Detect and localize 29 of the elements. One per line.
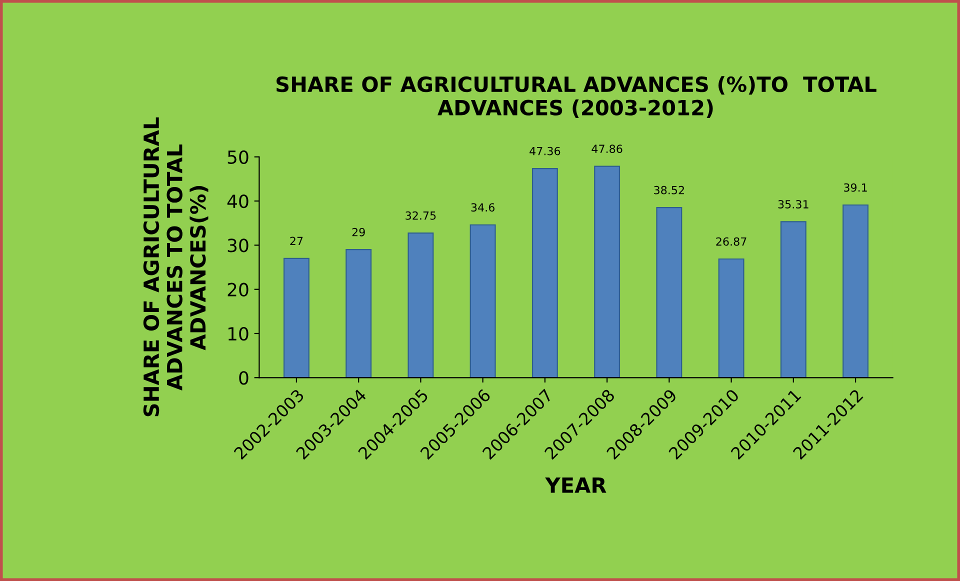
- bar: [470, 224, 496, 378]
- bar: [656, 207, 682, 378]
- data-label: 29: [352, 228, 365, 236]
- data-label: 27: [290, 236, 303, 246]
- data-label: 35.31: [778, 200, 808, 208]
- y-tick-label: 20: [228, 282, 248, 296]
- y-tick-label: 30: [228, 238, 248, 252]
- bar: [283, 258, 310, 378]
- data-label: 47.86: [592, 144, 622, 154]
- data-label: 39.1: [844, 183, 867, 192]
- y-tick-label: 10: [228, 326, 248, 341]
- data-label: 32.75: [406, 211, 436, 220]
- data-label: 38.52: [654, 186, 684, 194]
- x-axis-title: YEAR: [545, 478, 606, 493]
- y-axis-title: SHARE OF AGRICULTURAL ADVANCES TO TOTAL ADVANCES(%): [143, 117, 208, 416]
- data-label: 47.36: [530, 146, 560, 156]
- bar: [718, 258, 744, 378]
- bar: [780, 221, 806, 378]
- bar: [408, 232, 434, 378]
- bar: [594, 166, 620, 378]
- data-label: 26.87: [716, 237, 746, 246]
- bar: [532, 168, 558, 378]
- bar: [842, 204, 869, 378]
- y-tick-label: 0: [239, 371, 248, 385]
- chart-title: SHARE OF AGRICULTURAL ADVANCES (%)TO TOTAL ADVANCES (2003-2012): [276, 76, 876, 118]
- y-tick-label: 40: [227, 194, 248, 208]
- data-label: 34.6: [471, 203, 494, 212]
- y-tick-label: 50: [228, 150, 248, 164]
- bar: [346, 249, 372, 378]
